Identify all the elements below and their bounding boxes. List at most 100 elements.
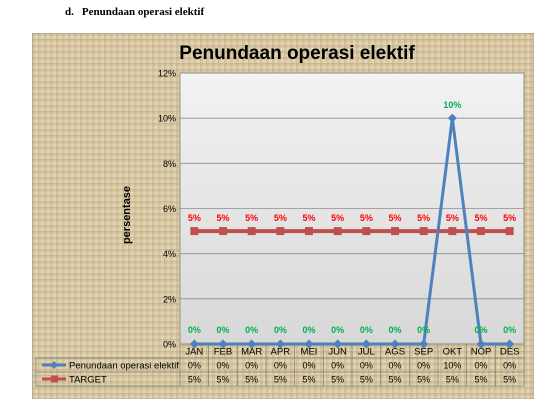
data-label: 5% xyxy=(360,213,373,223)
data-point xyxy=(247,227,256,236)
x-tick-label: DES xyxy=(500,347,520,358)
data-label: 5% xyxy=(446,213,459,223)
y-tick-label: 2% xyxy=(163,294,176,304)
data-point xyxy=(219,227,227,236)
data-point xyxy=(505,227,514,236)
table-cell: 5% xyxy=(503,374,516,384)
data-label: 0% xyxy=(216,325,229,335)
legend-marker xyxy=(51,375,58,383)
table-cell: 5% xyxy=(216,374,229,384)
data-point xyxy=(391,227,399,236)
table-cell: 0% xyxy=(331,360,344,370)
data-label: 5% xyxy=(216,213,229,223)
data-point xyxy=(190,227,199,236)
data-point xyxy=(505,339,515,349)
table-cell: 0% xyxy=(302,360,315,370)
table-cell: 5% xyxy=(388,374,401,384)
table-cell: 5% xyxy=(360,374,373,384)
table-cell: 0% xyxy=(274,360,287,370)
table-cell: 0% xyxy=(503,360,516,370)
section-title: Penundaan operasi elektif xyxy=(81,6,205,18)
y-axis-title: persentase xyxy=(121,186,133,244)
series-layer xyxy=(189,113,515,349)
chart-svg: Penundaan operasi elektif persentase 0% 2… xyxy=(32,33,534,399)
data-point xyxy=(218,339,228,349)
page-continuation xyxy=(86,408,146,417)
section-heading: d. Penundaan operasi elektif xyxy=(65,6,204,18)
table-cell: 0% xyxy=(417,360,430,370)
table-cell: 0% xyxy=(388,360,401,370)
data-point xyxy=(477,227,485,236)
data-label: 0% xyxy=(302,325,315,335)
data-point xyxy=(304,339,314,349)
y-tick-labels: 0% 2% 4% 6% 8% 10% 12% xyxy=(158,69,176,350)
data-label: 0% xyxy=(503,325,516,335)
data-labels: 0% 0% 0% 0% 0% 0% 0% 0% 0% 10% 0% 0% 5% 5% 5% 5% 5% 5% 5% 5… xyxy=(188,100,516,335)
x-tick-label: JUN xyxy=(328,347,347,358)
data-point xyxy=(361,339,371,349)
table-cell: 0% xyxy=(216,360,229,370)
data-label: 0% xyxy=(360,325,373,335)
data-point xyxy=(390,339,400,349)
x-tick-label: OKT xyxy=(443,347,463,358)
legend-label: TARGET xyxy=(69,374,107,385)
data-point xyxy=(276,227,285,236)
data-point xyxy=(476,339,486,349)
table-cell: 0% xyxy=(245,360,258,370)
table-cell: 5% xyxy=(417,374,430,384)
x-tick-label: JAN xyxy=(185,347,203,358)
data-label: 0% xyxy=(417,325,430,335)
data-point xyxy=(333,227,342,236)
section-number: d. xyxy=(65,6,74,18)
y-tick-label: 8% xyxy=(163,159,176,169)
data-label: 0% xyxy=(474,325,487,335)
data-label: 5% xyxy=(503,213,516,223)
x-tick-label: AGS xyxy=(385,347,405,358)
x-tick-label: MEI xyxy=(301,347,318,358)
data-point xyxy=(333,339,343,349)
y-tick-label: 6% xyxy=(163,204,176,214)
table-cell: 10% xyxy=(443,360,461,370)
data-point xyxy=(362,227,371,236)
data-label: 5% xyxy=(188,213,201,223)
table-cell: 5% xyxy=(474,374,487,384)
data-point xyxy=(419,339,429,349)
x-tick-label: APR xyxy=(271,347,291,358)
y-tick-label: 10% xyxy=(158,114,176,124)
data-label: 0% xyxy=(388,325,401,335)
legend-marker xyxy=(50,361,58,369)
gridlines xyxy=(180,72,524,300)
data-point xyxy=(419,227,428,236)
data-label: 5% xyxy=(388,213,401,223)
data-point xyxy=(448,227,457,236)
table-cell: 5% xyxy=(188,374,201,384)
data-label: 5% xyxy=(302,213,315,223)
data-label: 0% xyxy=(188,325,201,335)
data-label: 5% xyxy=(417,213,430,223)
table-cell: 0% xyxy=(188,360,201,370)
table-cell: 5% xyxy=(245,374,258,384)
chart: Penundaan operasi elektif persentase 0% 2… xyxy=(32,33,534,399)
data-label: 0% xyxy=(274,325,287,335)
data-label: 5% xyxy=(474,213,487,223)
table-cell: 5% xyxy=(302,374,315,384)
x-tick-label: SEP xyxy=(414,347,433,358)
y-tick-label: 4% xyxy=(163,249,176,259)
data-point xyxy=(305,227,313,236)
data-point xyxy=(275,339,285,349)
x-tick-label: JUL xyxy=(358,347,375,358)
data-label: 5% xyxy=(245,213,258,223)
table-cell: 0% xyxy=(474,360,487,370)
x-tick-label: NOP xyxy=(471,347,492,358)
data-point xyxy=(447,113,457,123)
data-label: 0% xyxy=(245,325,258,335)
legend-label: Penundaan operasi elektif xyxy=(69,360,179,371)
y-tick-label: 12% xyxy=(158,69,176,79)
chart-title: Penundaan operasi elektif xyxy=(179,43,415,64)
x-tick-label: FEB xyxy=(214,347,232,358)
table-cell: 5% xyxy=(331,374,344,384)
data-label: 10% xyxy=(443,100,461,110)
data-point xyxy=(247,339,257,349)
x-tick-label: MAR xyxy=(241,347,262,358)
y-tick-label: 0% xyxy=(163,340,176,350)
